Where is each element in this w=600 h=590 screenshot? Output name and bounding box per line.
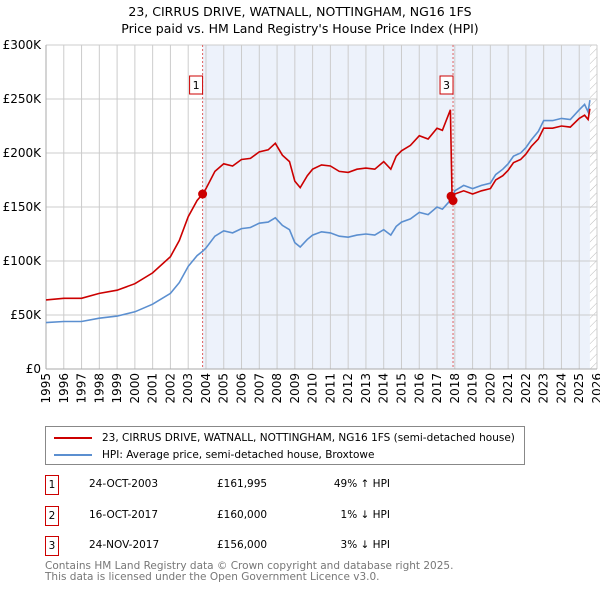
x-tick-label: 2017 xyxy=(430,373,444,404)
transaction-date: 24-NOV-2017 xyxy=(89,539,160,551)
x-tick-label: 2018 xyxy=(448,373,462,404)
transaction-date: 24-OCT-2003 xyxy=(89,478,158,490)
transaction-price: £161,995 xyxy=(217,478,268,490)
transaction-price: £160,000 xyxy=(217,508,268,521)
transaction-hpi-delta: 1% ↓ HPI xyxy=(340,508,390,521)
transaction-number-badge: 1 xyxy=(45,475,59,495)
chart-title: 23, CIRRUS DRIVE, WATNALL, NOTTINGHAM, N… xyxy=(128,4,472,19)
transaction-number-badge: 2 xyxy=(45,505,59,526)
x-tick-label: 2011 xyxy=(323,373,337,404)
sale-point xyxy=(448,196,458,206)
legend-swatch-hpi xyxy=(54,454,92,456)
x-tick-label: 2004 xyxy=(199,373,213,404)
x-tick-label: 2020 xyxy=(483,373,497,404)
x-tick-label: 2012 xyxy=(341,373,355,404)
x-tick-label: 2002 xyxy=(163,373,177,404)
legend-item-property: 23, CIRRUS DRIVE, WATNALL, NOTTINGHAM, N… xyxy=(54,430,515,446)
x-tick-label: 1997 xyxy=(75,373,89,404)
legend-swatch-property xyxy=(54,437,92,439)
legend-label-hpi: HPI: Average price, semi-detached house,… xyxy=(102,449,375,461)
x-tick-label: 2008 xyxy=(270,373,284,404)
x-tick-label: 1998 xyxy=(92,373,106,404)
x-tick-label: 2003 xyxy=(181,373,195,404)
x-tick-label: 2024 xyxy=(554,373,568,404)
sale-label-box xyxy=(189,75,204,95)
sale-label: 3 xyxy=(443,79,450,92)
transaction-number-badge: 3 xyxy=(45,536,59,556)
y-tick-label: £50K xyxy=(10,308,42,322)
transaction-hpi-delta: 3% ↓ HPI xyxy=(340,539,390,551)
x-tick-label: 2026 xyxy=(590,373,600,404)
y-tick-label: £0 xyxy=(26,362,41,376)
x-tick-label: 2019 xyxy=(466,373,480,404)
x-tick-label: 2021 xyxy=(501,373,515,404)
x-tick-label: 1995 xyxy=(39,373,53,404)
y-tick-label: £100K xyxy=(3,254,43,268)
x-tick-label: 2014 xyxy=(377,373,391,404)
x-tick-label: 2000 xyxy=(128,373,142,404)
x-tick-label: 2009 xyxy=(288,373,302,404)
y-tick-label: £200K xyxy=(3,146,43,160)
legend-item-hpi: HPI: Average price, semi-detached house,… xyxy=(54,447,374,463)
x-tick-label: 2006 xyxy=(235,373,249,404)
transaction-price: £156,000 xyxy=(217,539,268,551)
transaction-row: 2 16-OCT-2017 £160,000 1% ↓ HPI xyxy=(45,505,445,526)
y-tick-label: £300K xyxy=(3,38,43,52)
hpi-line xyxy=(45,99,591,324)
x-tick-label: 1996 xyxy=(57,373,71,404)
x-tick-label: 2016 xyxy=(412,373,426,404)
footer-licence: This data is licensed under the Open Gov… xyxy=(45,571,380,583)
footer-copyright: Contains HM Land Registry data © Crown c… xyxy=(45,560,454,572)
chart-subtitle: Price paid vs. HM Land Registry's House … xyxy=(121,21,479,36)
sale-point xyxy=(198,189,208,199)
x-tick-label: 2010 xyxy=(306,373,320,404)
sale-label-box xyxy=(439,75,454,95)
x-tick-label: 1999 xyxy=(110,373,124,404)
transaction-row: 3 24-NOV-2017 £156,000 3% ↓ HPI xyxy=(45,536,445,556)
x-tick-label: 2005 xyxy=(217,373,231,404)
chart-legend: 23, CIRRUS DRIVE, WATNALL, NOTTINGHAM, N… xyxy=(45,426,525,465)
transaction-hpi-delta: 49% ↑ HPI xyxy=(333,478,390,490)
sale-label: 1 xyxy=(193,79,200,92)
legend-label-property: 23, CIRRUS DRIVE, WATNALL, NOTTINGHAM, N… xyxy=(102,432,515,444)
x-tick-label: 2001 xyxy=(146,373,160,404)
transaction-row: 1 24-OCT-2003 £161,995 49% ↑ HPI xyxy=(45,475,445,495)
x-tick-label: 2023 xyxy=(537,373,551,404)
y-tick-label: £150K xyxy=(3,200,43,214)
x-tick-label: 2007 xyxy=(252,373,266,404)
transaction-date: 16-OCT-2017 xyxy=(89,508,158,521)
y-tick-label: £250K xyxy=(3,92,43,106)
x-tick-label: 2015 xyxy=(394,373,408,404)
x-tick-label: 2022 xyxy=(519,373,533,404)
x-tick-label: 2013 xyxy=(359,373,373,404)
x-tick-label: 2025 xyxy=(572,373,586,404)
